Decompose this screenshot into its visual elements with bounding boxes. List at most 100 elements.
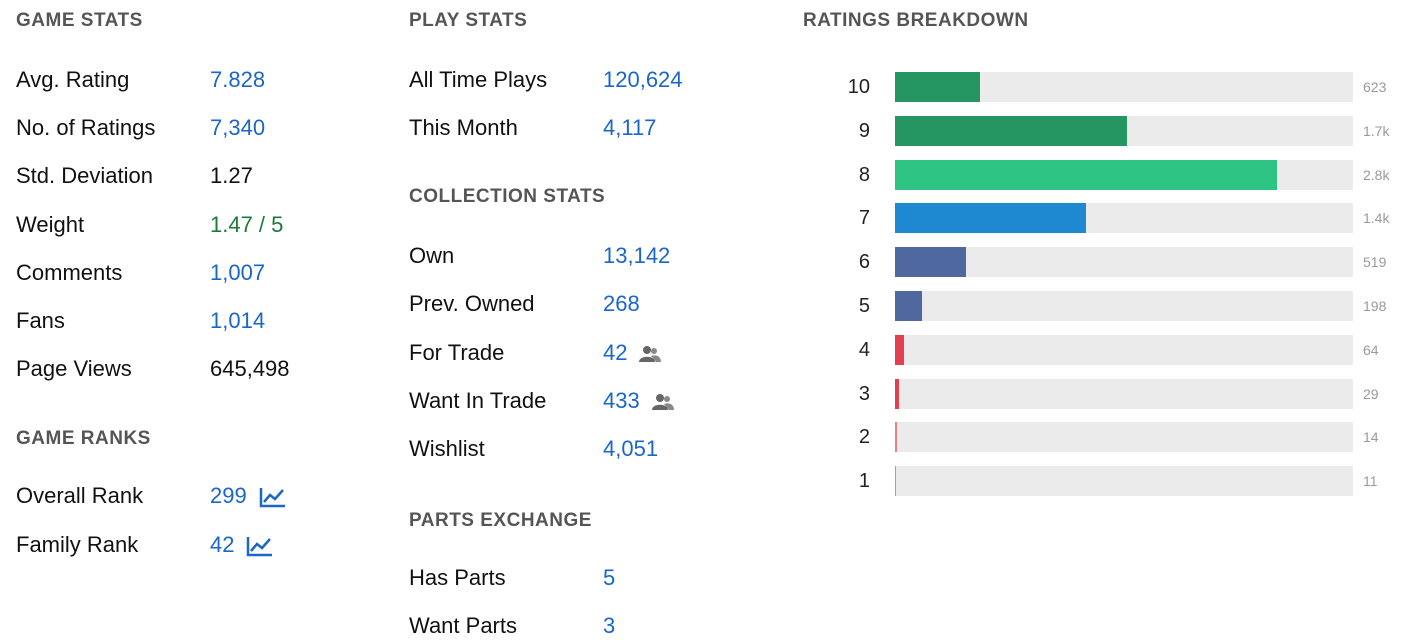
category-label: 8 [858, 163, 870, 186]
value-label: 14 [1363, 429, 1379, 446]
category-label: 7 [858, 207, 870, 230]
stat-value: 1.27 [210, 163, 253, 189]
stat-value-text: 299 [210, 483, 247, 508]
stat-value: 1,014 [210, 308, 265, 334]
bar [895, 72, 980, 102]
stat-label: Want In Trade [409, 387, 547, 413]
bar [895, 115, 1127, 146]
bar [895, 203, 1086, 234]
stat-value-text: 4,117 [603, 115, 657, 140]
stat-label: All Time Plays [409, 67, 548, 92]
stat-label: Std. Deviation [16, 163, 153, 189]
stat-value: 120,624 [603, 67, 683, 93]
section-title: COLLECTION STATS [409, 186, 606, 207]
stat-label: Comments [16, 259, 123, 285]
category-label: 6 [858, 251, 870, 274]
bar-track [895, 466, 1353, 497]
stat-label: Fans [16, 308, 65, 333]
value-label: 29 [1363, 385, 1379, 402]
stat-value: 268 [603, 291, 640, 317]
stat-value-text: 42 [603, 339, 628, 365]
stat-value-text: 1.47 / 5 [210, 211, 284, 237]
stat-value-text: 5 [603, 565, 616, 590]
stat-value-text: 1,007 [210, 259, 266, 285]
stat-value-text: 1.27 [210, 163, 253, 189]
stat-value: 645,498 [210, 356, 290, 382]
stat-label: Page Views [16, 356, 132, 382]
category-label: 10 [847, 76, 870, 98]
stat-value: 5 [603, 565, 615, 591]
section-title: PLAY STATS [409, 10, 528, 31]
stat-value: 1,007 [210, 260, 265, 286]
category-label: 1 [858, 470, 870, 493]
stat-label: This Month [409, 115, 518, 140]
stat-value: 42 [603, 339, 662, 366]
category-label: 4 [858, 338, 870, 361]
value-label: 519 [1363, 254, 1387, 271]
stat-label: Own [409, 243, 455, 268]
category-label: 5 [858, 295, 870, 317]
section-title: PARTS EXCHANGE [409, 510, 592, 531]
stat-label: Has Parts [409, 565, 506, 590]
category-label: 2 [858, 426, 870, 449]
bar [895, 247, 966, 278]
stat-label: Family Rank [16, 532, 139, 557]
stat-value-text: 3 [603, 613, 616, 638]
bar [895, 334, 904, 365]
stat-value: 433 [603, 388, 674, 414]
stat-value-text: 120,624 [603, 67, 683, 92]
stat-label: Avg. Rating [16, 67, 130, 92]
section-title: GAME STATS [16, 10, 143, 31]
value-label: 623 [1363, 79, 1387, 95]
stat-value-text: 1,014 [210, 308, 266, 333]
stat-label: No. of Ratings [16, 115, 156, 141]
stat-value: 4,117 [603, 115, 656, 141]
bar [895, 466, 897, 497]
bar [895, 378, 899, 409]
value-label: 64 [1363, 341, 1379, 358]
icon [639, 345, 662, 362]
stat-value-text: 13,142 [603, 243, 671, 268]
bar-track [895, 247, 1353, 278]
stat-value-text: 268 [603, 291, 640, 317]
stat-value: 3 [603, 613, 615, 639]
bar [895, 291, 922, 321]
bar-track [895, 334, 1353, 365]
stat-value: 4,051 [603, 436, 658, 462]
value-label: 198 [1363, 298, 1387, 314]
stat-label: Wishlist [409, 436, 485, 462]
value-label: 1.4k [1363, 210, 1390, 227]
bar [895, 422, 897, 453]
stat-value-text: 7,340 [210, 115, 266, 141]
bar-track [895, 291, 1353, 321]
value-label: 2.8k [1363, 166, 1390, 183]
icon [247, 537, 273, 557]
value-label: 1.7k [1363, 122, 1390, 139]
stat-label: Prev. Owned [409, 291, 535, 317]
category-label: 3 [858, 382, 870, 405]
stat-value: 42 [210, 532, 274, 558]
stat-value-text: 42 [210, 532, 235, 557]
chart-title: RATINGS BREAKDOWN [803, 10, 1029, 31]
stat-value: 7.828 [210, 67, 265, 93]
bar [895, 159, 1277, 190]
icon [651, 394, 674, 411]
stat-value: 299 [210, 483, 287, 509]
value-label: 11 [1363, 473, 1378, 490]
stat-value-text: 645,498 [210, 356, 290, 382]
stat-label: Weight [16, 211, 85, 237]
stat-value: 1.47 / 5 [210, 212, 283, 238]
stat-value-text: 433 [603, 387, 640, 413]
bar-track [895, 422, 1353, 453]
stat-value: 13,142 [603, 243, 670, 269]
stat-value: 7,340 [210, 115, 265, 141]
stat-value-text: 4,051 [603, 436, 659, 462]
stat-label: Overall Rank [16, 483, 144, 508]
section-title: GAME RANKS [16, 428, 151, 449]
category-label: 9 [858, 119, 870, 142]
stat-label: Want Parts [409, 613, 517, 638]
stat-label: For Trade [409, 339, 505, 365]
stat-value-text: 7.828 [210, 67, 266, 92]
bar-track [895, 378, 1353, 409]
